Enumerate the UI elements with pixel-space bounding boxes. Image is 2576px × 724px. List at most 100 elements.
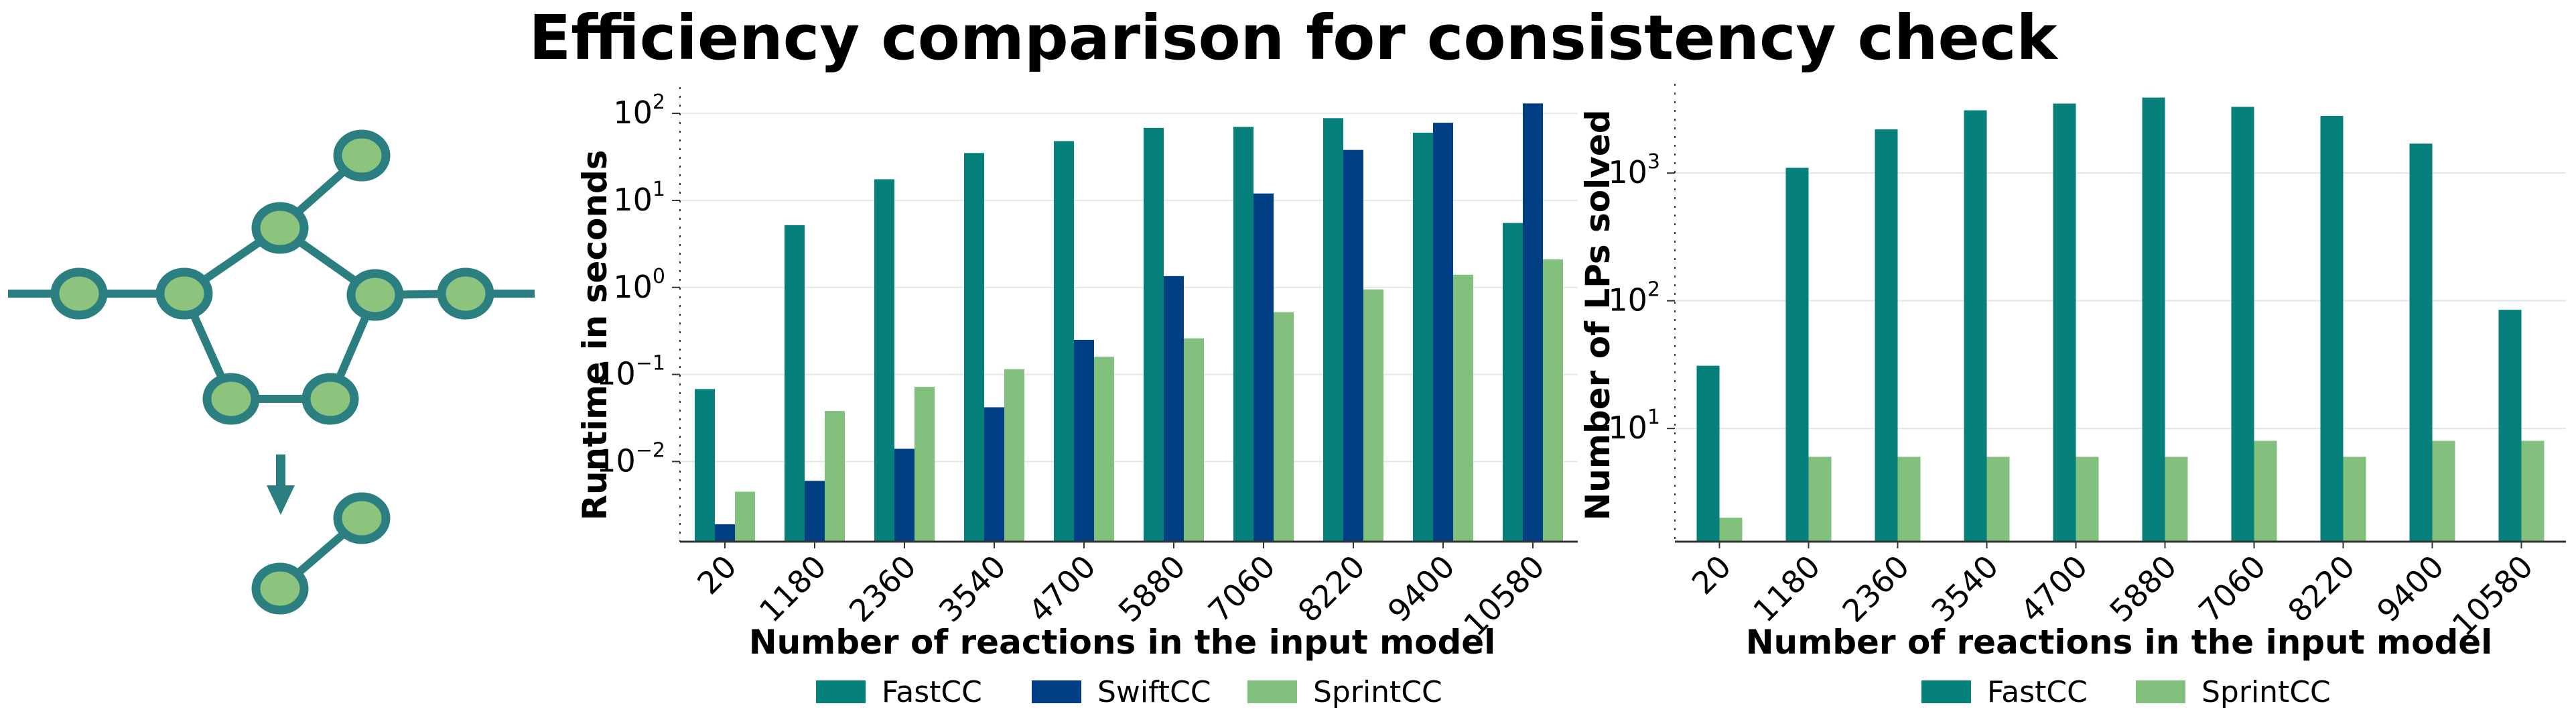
bar-SprintCC-2360: [1897, 457, 1921, 542]
bar-SwiftCC-1180: [805, 481, 825, 542]
bar-SprintCC-8220: [2343, 457, 2366, 542]
x-tick-label: 20: [1685, 548, 1739, 602]
y-tick-exponent: 2: [1647, 278, 1660, 302]
bar-SprintCC-3540: [1986, 457, 2010, 542]
x-tick-label: 4700: [1022, 548, 1103, 629]
network-node: [251, 202, 309, 254]
x-tick-label: 20: [690, 548, 744, 602]
bar-SprintCC-5880: [2165, 457, 2188, 542]
legend-swatch-SprintCC: [2136, 680, 2185, 703]
bar-FastCC-3540: [964, 153, 984, 542]
bar-FastCC-4700: [2053, 103, 2076, 542]
network-node: [333, 129, 391, 182]
legend-label: SwiftCC: [1097, 675, 1211, 709]
y-tick-exponent: 0: [653, 265, 665, 288]
bar-SwiftCC-20: [715, 524, 735, 542]
bar-FastCC-9400: [1413, 132, 1433, 542]
x-tick-label: 2360: [1835, 548, 1916, 629]
y-tick-label: 10−2: [596, 438, 665, 479]
x-tick-label: 1180: [1746, 548, 1827, 629]
x-axis-label: Number of reactions in the input model: [749, 623, 1496, 662]
bar-SprintCC-9400: [1453, 274, 1473, 542]
bar-SprintCC-8220: [1363, 289, 1383, 542]
x-tick-label: 3540: [1924, 548, 2005, 629]
network-node: [437, 267, 494, 320]
figure-title: Efficiency comparison for consistency ch…: [529, 2, 2058, 74]
y-tick-label: 102: [613, 90, 665, 131]
network-node: [50, 267, 108, 320]
legend-swatch-FastCC: [1921, 680, 1971, 703]
network-nodes: [50, 129, 494, 615]
y-tick-exponent: 1: [1647, 406, 1660, 429]
y-tick-label: 103: [1608, 150, 1660, 190]
bar-SprintCC-7060: [2254, 440, 2277, 542]
bar-FastCC-7060: [1233, 127, 1253, 542]
legend-label: SprintCC: [1313, 675, 1442, 709]
axes: [672, 87, 1578, 548]
x-tick-label: 2360: [842, 548, 923, 629]
network-node: [301, 373, 359, 425]
y-tick-base: 10: [613, 269, 653, 305]
legend: FastCC SwiftCC SprintCC: [816, 675, 1442, 709]
bar-SwiftCC-2360: [894, 448, 914, 542]
bar-FastCC-3540: [1964, 110, 1987, 542]
bar-SprintCC-7060: [1274, 312, 1294, 542]
bar-SwiftCC-5880: [1164, 276, 1184, 542]
y-tick-label: 10−1: [596, 352, 665, 392]
x-axis-label: Number of reactions in the input model: [1746, 623, 2493, 662]
y-tick-base: 10: [613, 95, 653, 131]
x-tick-label: 5880: [1111, 548, 1193, 629]
legend: FastCC SprintCC: [1921, 675, 2331, 709]
bar-SprintCC-10580: [1543, 259, 1563, 542]
bar-SprintCC-1180: [825, 411, 845, 542]
bar-FastCC-20: [1696, 365, 1720, 542]
bar-FastCC-4700: [1054, 141, 1074, 542]
x-tick-label: 7060: [1201, 548, 1282, 629]
bar-FastCC-7060: [2231, 107, 2254, 542]
y-tick-base: 10: [1608, 154, 1647, 190]
y-axis-label: Number of LPs solved: [1578, 109, 1617, 520]
y-tick-exponent: −2: [636, 438, 665, 462]
y-tick-exponent: 1: [653, 178, 665, 201]
y-tick-base: 10: [613, 182, 653, 218]
network-node: [251, 562, 309, 615]
bar-SprintCC-9400: [2432, 440, 2455, 542]
network-node: [155, 267, 213, 320]
bar-SprintCC-4700: [1094, 357, 1114, 542]
legend-label: FastCC: [1987, 675, 2088, 709]
network-diagram: [8, 129, 535, 615]
x-tick-label: 8220: [2281, 548, 2362, 629]
bar-FastCC-9400: [2409, 143, 2433, 542]
y-tick-base: 10: [596, 442, 636, 479]
bar-FastCC-2360: [874, 179, 894, 542]
y-tick-label: 101: [613, 178, 665, 218]
x-tick-label: 8220: [1291, 548, 1372, 629]
x-tick-label: 9400: [1381, 548, 1462, 629]
y-tick-base: 10: [1608, 410, 1647, 446]
bar-FastCC-1180: [1785, 168, 1809, 542]
y-tick-label: 102: [1608, 278, 1660, 318]
bar-SprintCC-10580: [2521, 440, 2545, 542]
y-tick-exponent: −1: [636, 352, 665, 375]
bar-SprintCC-20: [735, 491, 755, 542]
y-tick-base: 10: [1608, 282, 1647, 318]
legend-swatch-SprintCC: [1247, 680, 1297, 703]
bar-FastCC-20: [695, 389, 715, 542]
y-tick-exponent: 3: [1647, 150, 1660, 174]
x-tick-label: 9400: [2370, 548, 2451, 629]
x-tick-label: 4700: [2013, 548, 2094, 629]
bar-FastCC-8220: [1323, 118, 1343, 542]
bar-SprintCC-20: [1719, 518, 1743, 542]
legend-label: SprintCC: [2201, 675, 2331, 709]
bar-FastCC-2360: [1875, 129, 1898, 542]
legend-swatch-FastCC: [816, 680, 866, 703]
bar-SprintCC-4700: [2076, 457, 2099, 542]
bar-FastCC-10580: [1503, 223, 1523, 542]
bar-FastCC-10580: [2498, 310, 2522, 542]
bar-SwiftCC-7060: [1253, 193, 1274, 542]
